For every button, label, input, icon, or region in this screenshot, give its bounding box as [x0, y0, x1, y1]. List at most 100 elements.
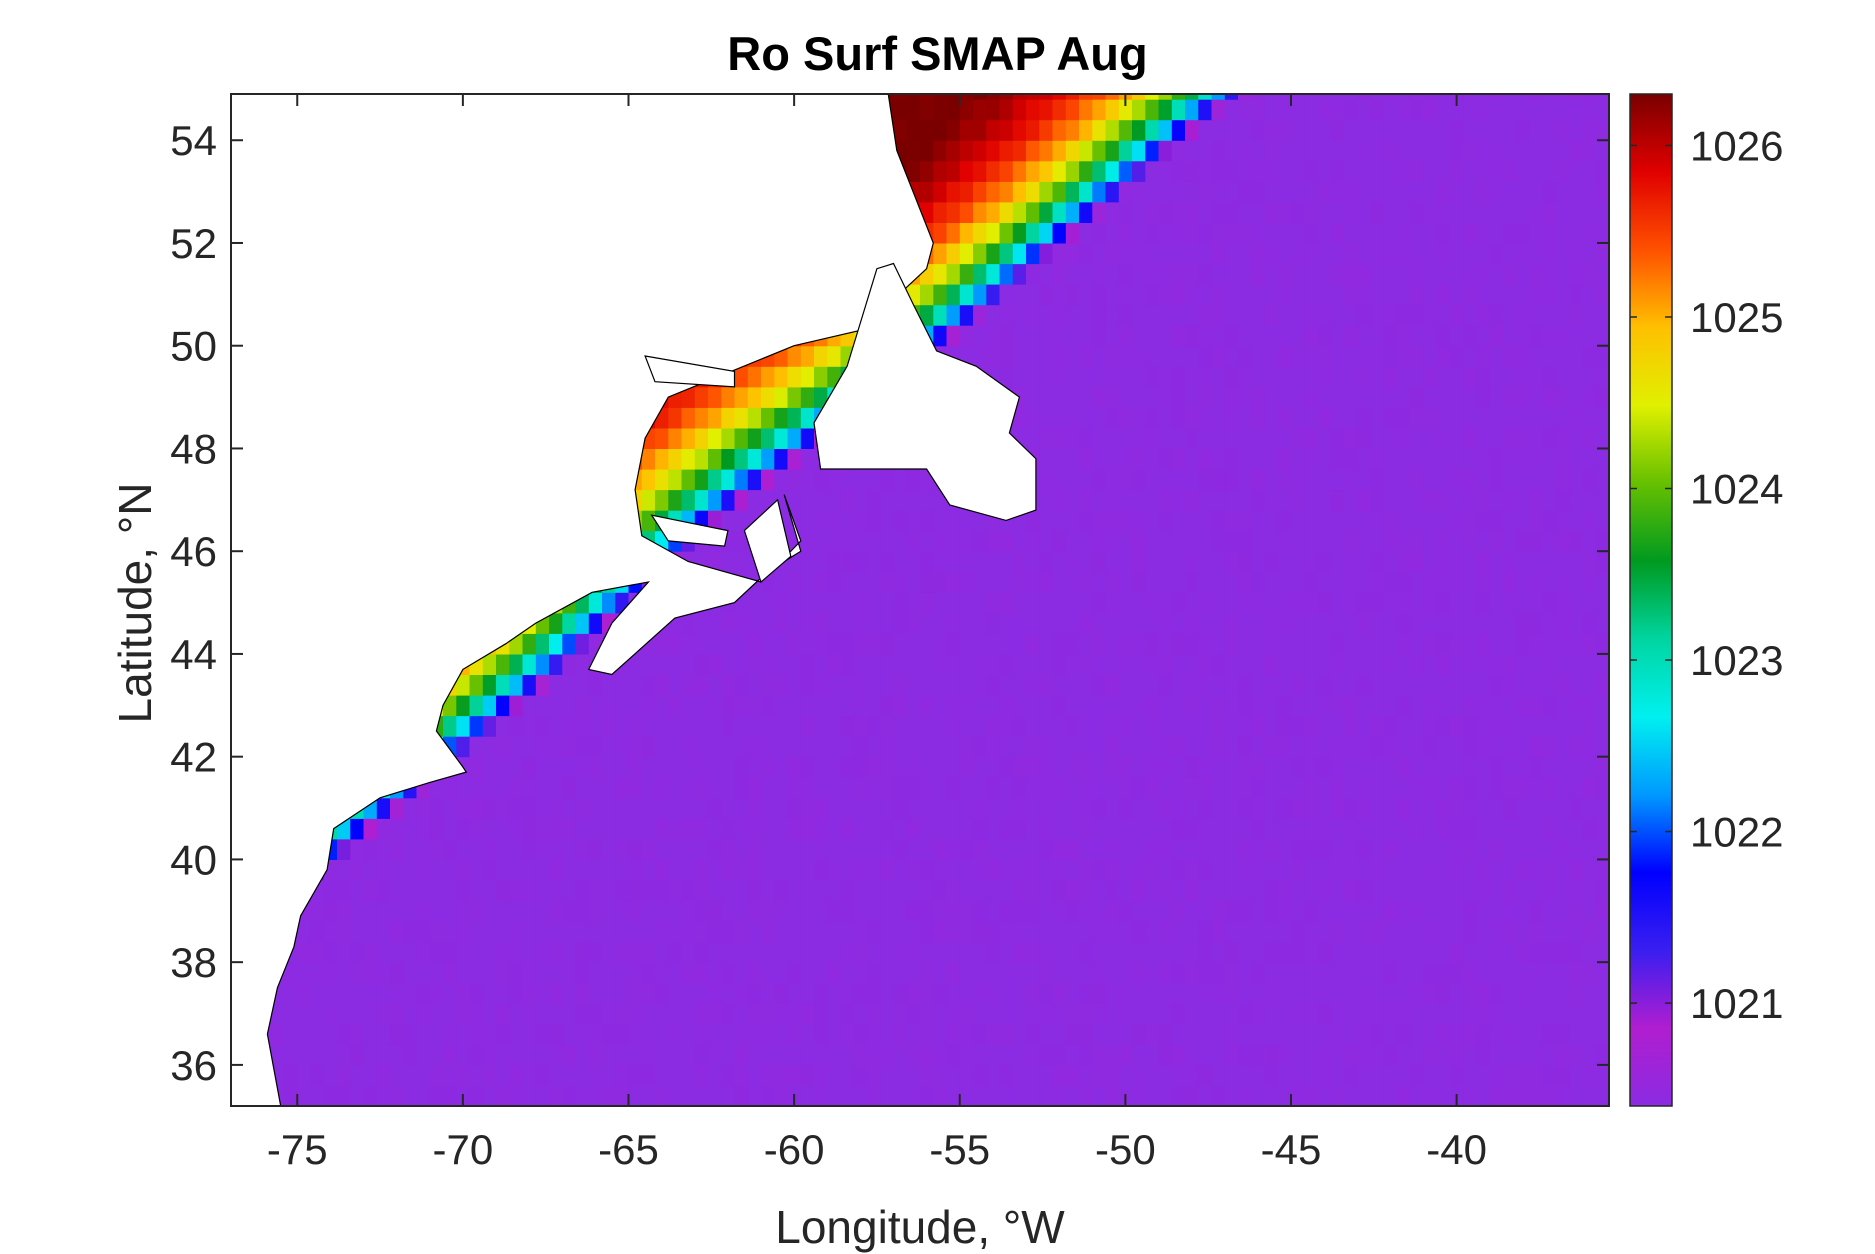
heatmap-cell: [1105, 201, 1120, 223]
heatmap-cell: [549, 900, 563, 922]
heatmap-cell: [1238, 1064, 1252, 1086]
heatmap-cell: [1039, 284, 1054, 306]
heatmap-cell: [363, 859, 378, 881]
heatmap-cell: [880, 489, 895, 511]
heatmap-cell: [694, 797, 709, 819]
heatmap-cell: [933, 736, 948, 758]
heatmap-cell: [1436, 119, 1451, 141]
heatmap-cell: [1569, 345, 1584, 367]
heatmap-cell: [1224, 510, 1239, 532]
heatmap-cell: [1158, 612, 1173, 634]
heatmap-cell: [1026, 263, 1040, 285]
heatmap-cell: [376, 818, 391, 840]
heatmap-cell: [1304, 756, 1319, 778]
heatmap-cell: [509, 695, 524, 717]
heatmap-cell: [761, 427, 775, 449]
heatmap-cell: [1158, 469, 1173, 491]
heatmap-cell: [1410, 1085, 1425, 1106]
heatmap-cell: [867, 1085, 881, 1106]
heatmap-cell: [1529, 510, 1544, 532]
heatmap-cell: [1039, 1085, 1054, 1106]
heatmap-cell: [1277, 489, 1292, 511]
heatmap-cell: [1171, 160, 1186, 182]
heatmap-cell: [1595, 736, 1609, 758]
heatmap-cell: [1251, 571, 1266, 593]
heatmap-cell: [1132, 345, 1146, 367]
heatmap-cell: [840, 510, 855, 532]
heatmap-cell: [1092, 777, 1107, 799]
heatmap-cell: [1158, 325, 1173, 347]
heatmap-cell: [761, 674, 775, 696]
heatmap-cell: [1436, 222, 1451, 244]
heatmap-cell: [1158, 859, 1173, 881]
heatmap-cell: [1118, 366, 1133, 388]
heatmap-cell: [1410, 181, 1425, 203]
heatmap-cell: [1476, 777, 1491, 799]
heatmap-cell: [1092, 284, 1107, 306]
heatmap-cell: [999, 900, 1014, 922]
heatmap-cell: [1105, 962, 1120, 984]
heatmap-cell: [376, 1044, 391, 1066]
heatmap-cell: [721, 1085, 736, 1106]
heatmap-cell: [1529, 551, 1544, 573]
heatmap-cell: [1383, 243, 1398, 265]
heatmap-cell: [986, 325, 1001, 347]
heatmap-cell: [1383, 756, 1398, 778]
heatmap-cell: [297, 1003, 312, 1025]
heatmap-cell: [575, 1023, 590, 1045]
heatmap-cell: [1171, 797, 1186, 819]
heatmap-cell: [867, 571, 881, 593]
heatmap-cell: [694, 448, 709, 470]
heatmap-cell: [1370, 366, 1385, 388]
heatmap-cell: [708, 489, 722, 511]
heatmap-cell: [1595, 797, 1609, 819]
heatmap-cell: [681, 407, 696, 429]
heatmap-cell: [1238, 1085, 1252, 1106]
heatmap-cell: [562, 1044, 577, 1066]
heatmap-cell: [1198, 510, 1213, 532]
heatmap-cell: [1370, 551, 1385, 573]
heatmap-cell: [1542, 366, 1557, 388]
heatmap-cell: [1423, 510, 1438, 532]
heatmap-cell: [959, 797, 974, 819]
heatmap-cell: [1145, 510, 1160, 532]
heatmap-cell: [1542, 715, 1557, 737]
heatmap-cell: [999, 982, 1014, 1004]
heatmap-cell: [1198, 1085, 1213, 1106]
heatmap-cell: [1185, 880, 1199, 902]
heatmap-cell: [1463, 612, 1478, 634]
heatmap-cell: [1158, 1085, 1173, 1106]
heatmap-cell: [390, 818, 404, 840]
heatmap-cell: [1132, 366, 1146, 388]
heatmap-cell: [1556, 921, 1570, 943]
heatmap-cell: [403, 921, 418, 943]
heatmap-cell: [840, 838, 855, 860]
heatmap-cell: [1330, 695, 1345, 717]
heatmap-cell: [1118, 818, 1133, 840]
heatmap-cell: [562, 797, 577, 819]
heatmap-cell: [933, 304, 948, 326]
heatmap-cell: [920, 571, 934, 593]
heatmap-cell: [575, 941, 590, 963]
heatmap-cell: [708, 1023, 722, 1045]
heatmap-cell: [1026, 633, 1040, 655]
heatmap-cell: [1304, 1044, 1319, 1066]
heatmap-cell: [1595, 633, 1609, 655]
heatmap-cell: [1224, 1064, 1239, 1086]
heatmap-cell: [1224, 1085, 1239, 1106]
heatmap-cell: [774, 1044, 789, 1066]
heatmap-cell: [986, 838, 1001, 860]
heatmap-cell: [416, 880, 431, 902]
heatmap-cell: [787, 633, 802, 655]
heatmap-cell: [814, 962, 828, 984]
heatmap-cell: [1211, 880, 1226, 902]
heatmap-cell: [549, 1064, 563, 1086]
heatmap-cell: [1397, 1085, 1411, 1106]
heatmap-cell: [509, 921, 524, 943]
heatmap-cell: [906, 921, 921, 943]
heatmap-cell: [1317, 325, 1332, 347]
heatmap-cell: [1357, 612, 1372, 634]
heatmap-cell: [297, 982, 312, 1004]
heatmap-cell: [641, 1085, 656, 1106]
heatmap-cell: [1105, 448, 1120, 470]
